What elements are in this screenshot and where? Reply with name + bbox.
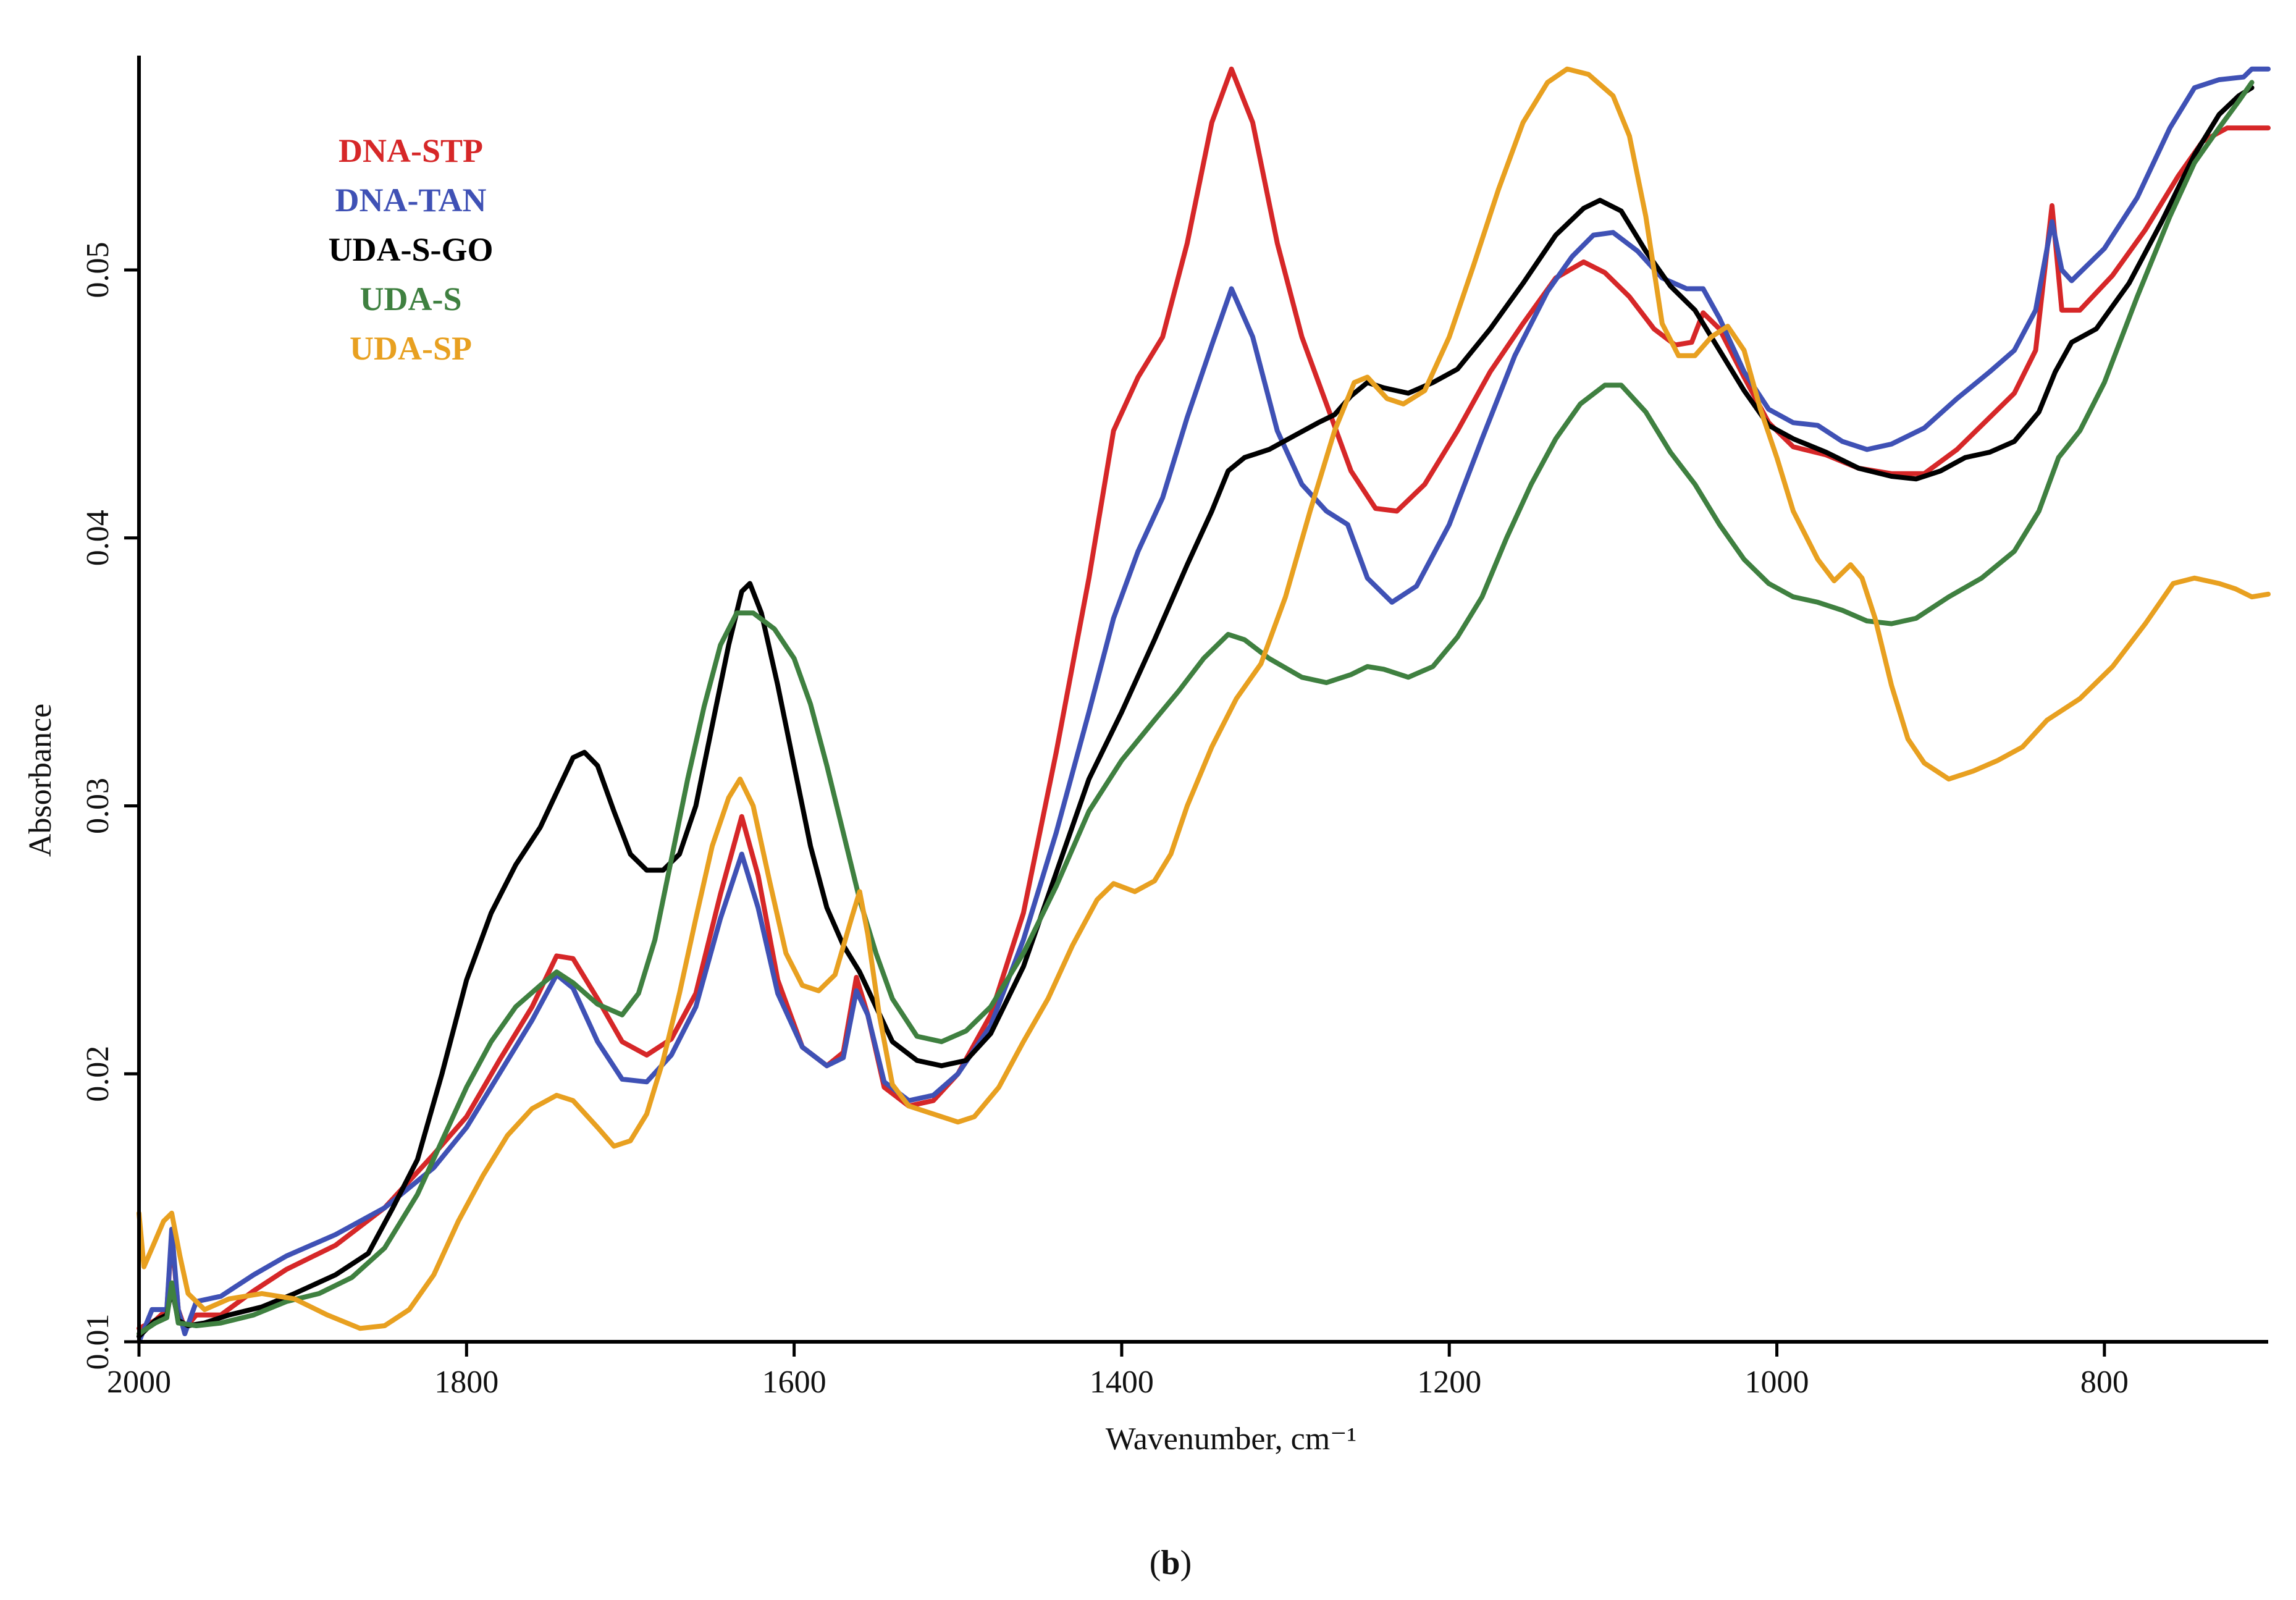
y-tick-label: 0.04: [80, 510, 116, 566]
y-tick-label: 0.02: [80, 1046, 116, 1102]
x-axis-title: Wavenumber, cm⁻¹: [1106, 1421, 1356, 1457]
legend-item-uda-s-go: UDA-S-GO: [329, 231, 494, 268]
figure-caption: (b): [1150, 1544, 1192, 1582]
caption-open: (: [1150, 1544, 1161, 1582]
legend-item-uda-sp: UDA-SP: [350, 330, 472, 367]
series-line-uda-sp: [137, 66, 2271, 1331]
y-tick-label: 0.05: [80, 242, 116, 298]
x-tick-label: 1400: [1090, 1365, 1154, 1400]
tick-labels: 2000 1800 1600 1400 1200 1000 800 0.01 0.02 0.03 0…: [80, 242, 2129, 1400]
series-line-uda-s: [137, 80, 2255, 1336]
legend-item-dna-tan: DNA-TAN: [335, 182, 487, 219]
caption-close: ): [1180, 1544, 1192, 1582]
legend-item-dna-stp: DNA-STP: [339, 132, 483, 169]
series-line-dna-tan: [137, 66, 2271, 1344]
y-axis-title: Absorbance: [23, 704, 58, 857]
y-tick-label: 0.03: [80, 778, 116, 834]
x-tick-label: 1800: [434, 1365, 498, 1400]
series-line-dna-stp: [137, 66, 2271, 1331]
x-tick-label: 1600: [762, 1365, 826, 1400]
x-tick-label: 1000: [1745, 1365, 1809, 1400]
plot-lines: [137, 66, 2271, 1344]
series-line-uda-s-go: [137, 85, 2255, 1339]
x-tick-label: 1200: [1417, 1365, 1481, 1400]
x-tick-label: 800: [2080, 1365, 2129, 1400]
legend: DNA-STP DNA-TAN UDA-S-GO UDA-S UDA-SP: [329, 132, 494, 367]
caption-letter: b: [1161, 1544, 1180, 1582]
axes: [124, 56, 2268, 1357]
x-tick-label: 2000: [107, 1365, 171, 1400]
y-tick-label: 0.01: [80, 1314, 116, 1370]
legend-item-uda-s: UDA-S: [360, 280, 461, 318]
